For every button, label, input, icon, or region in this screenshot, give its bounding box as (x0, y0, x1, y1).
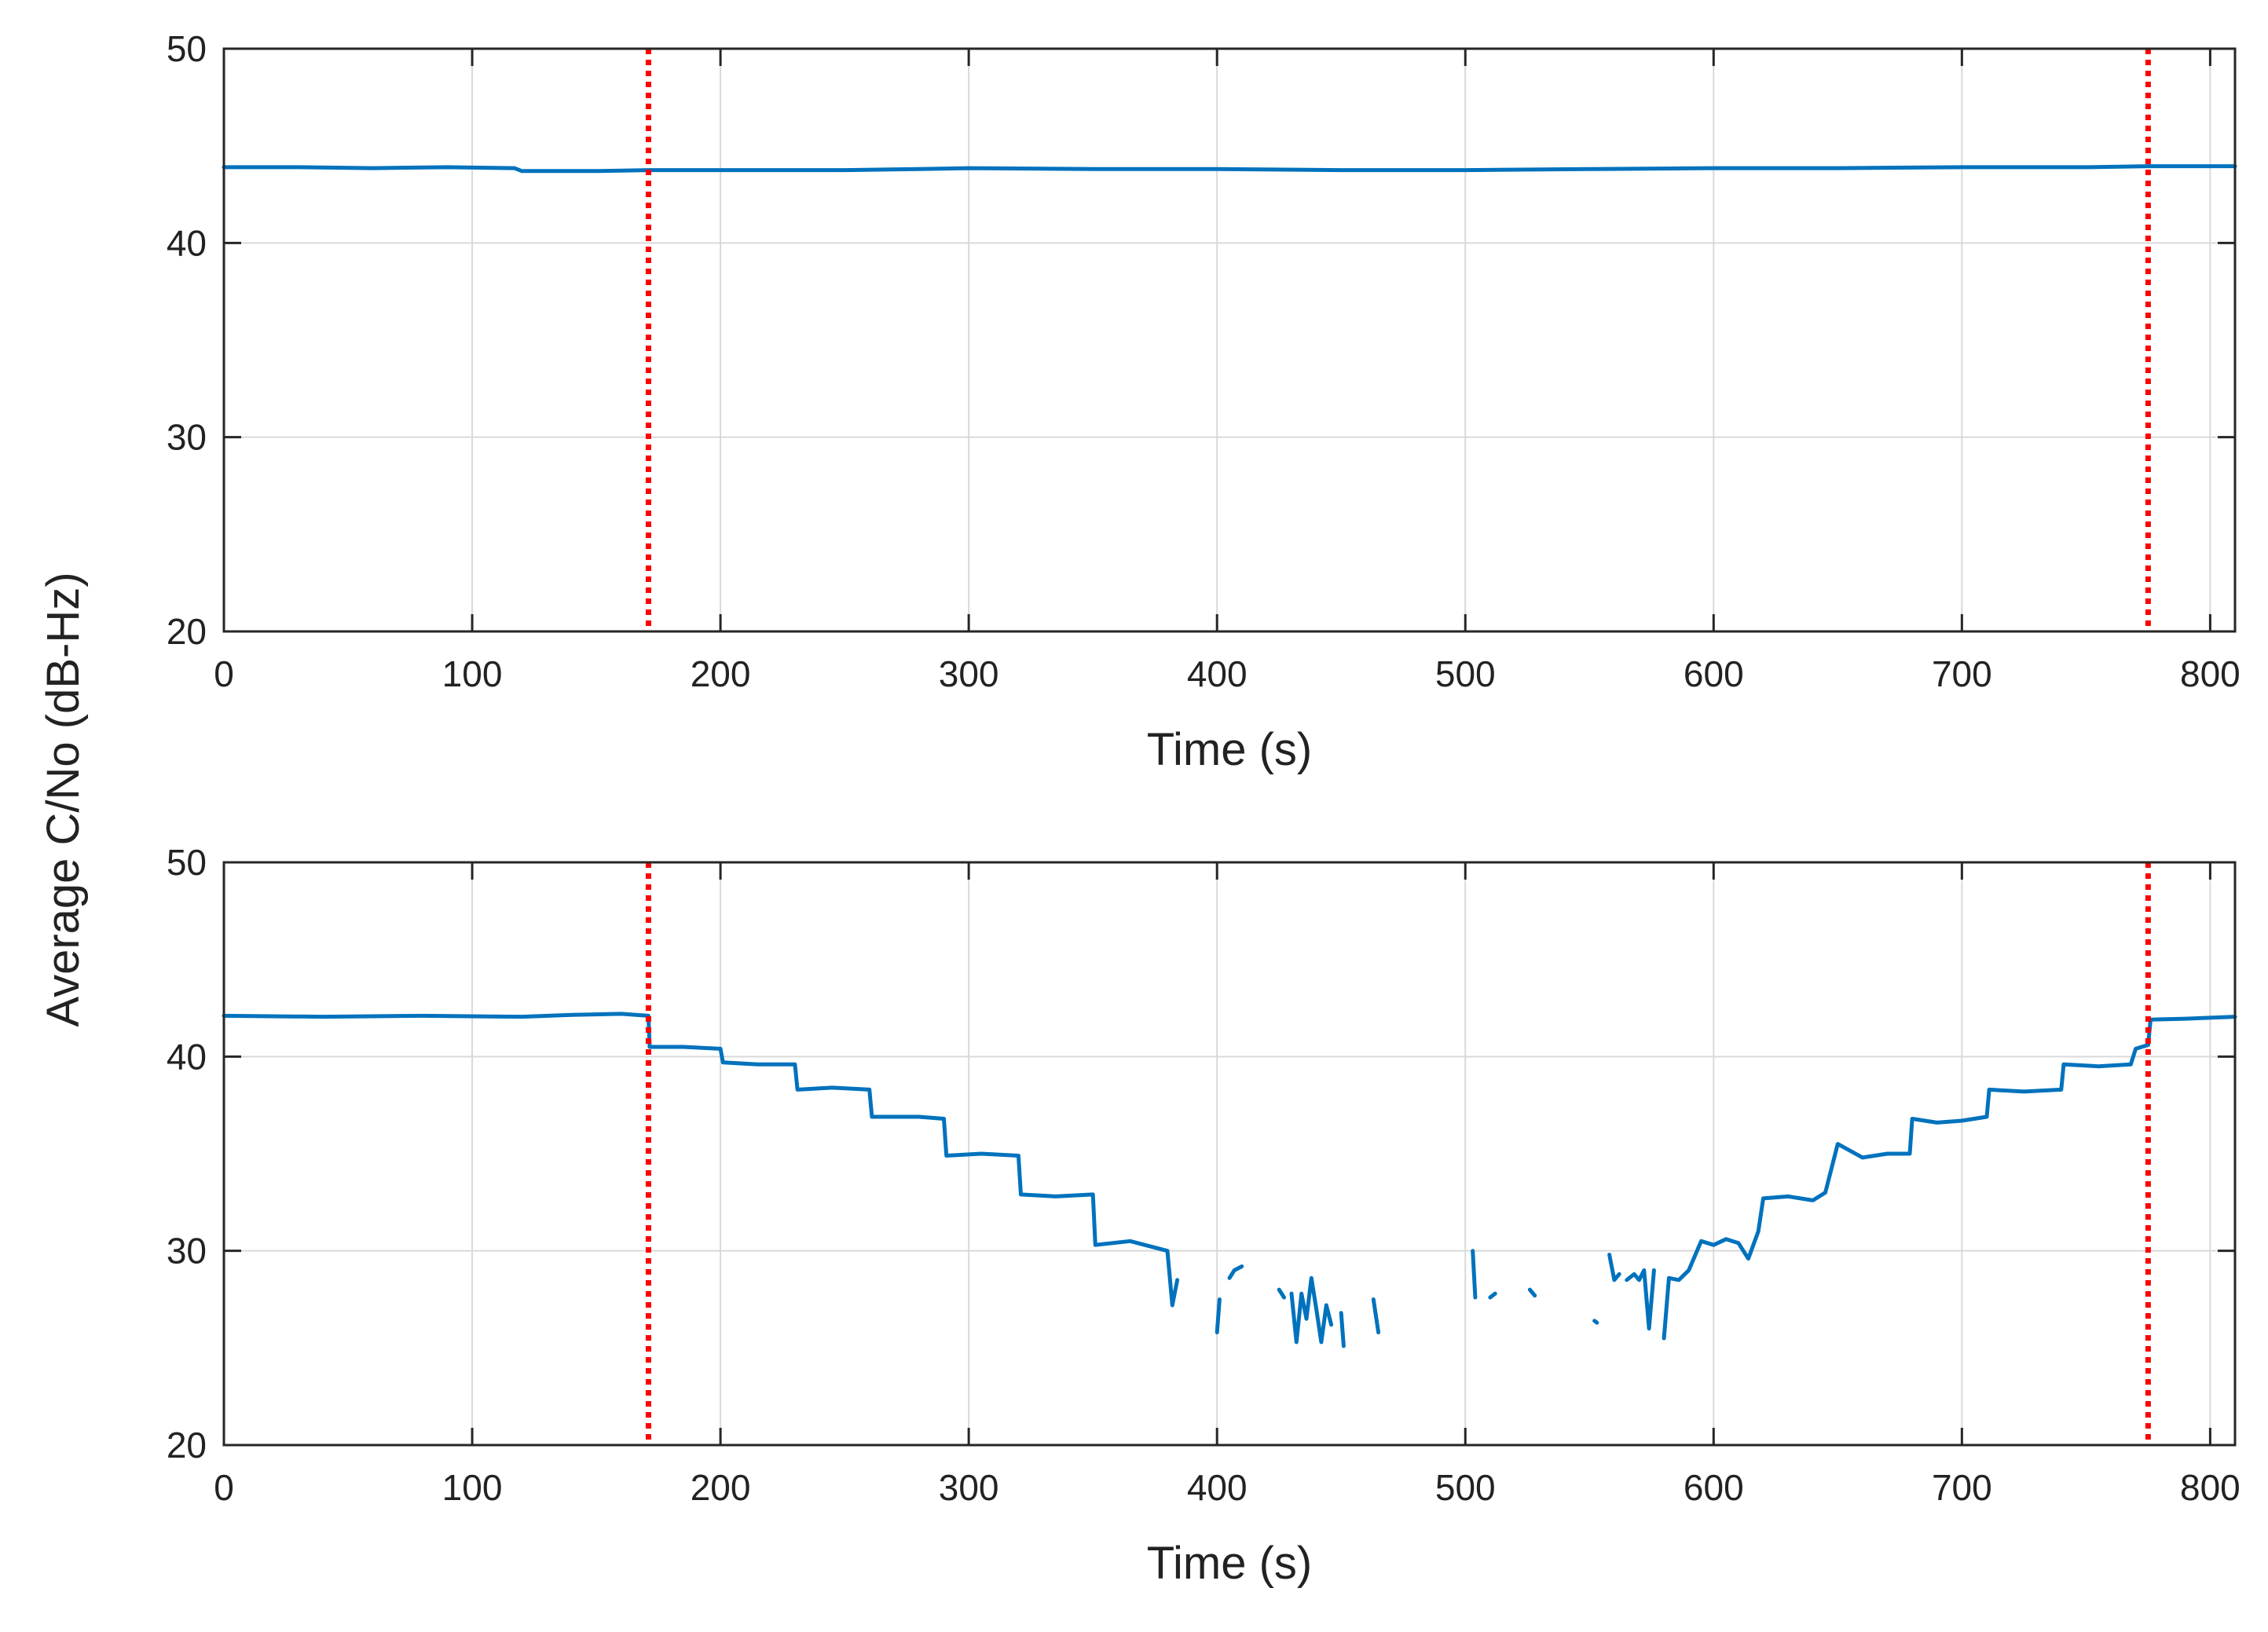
data-line-segment (1277, 1287, 1286, 1300)
x-tick-label: 0 (214, 653, 234, 694)
x-axis-label: Time (s) (1147, 724, 1312, 775)
x-tick-label: 200 (691, 1467, 751, 1508)
y-tick-label: 50 (167, 28, 207, 69)
bottom-panel: 0 100 200 300 400 500 600 700 800 20 30 40 50 Time (s… (167, 842, 2241, 1589)
x-tick-label: 100 (442, 1467, 503, 1508)
x-tick-label: 700 (1932, 653, 1992, 694)
x-tick-label: 500 (1435, 1467, 1496, 1508)
axes-box (222, 47, 2237, 633)
x-axis-label: Time (s) (1147, 1538, 1312, 1589)
x-tick-label: 800 (2180, 1467, 2241, 1508)
x-tick-label: 400 (1187, 1467, 1248, 1508)
data-line-segment (1488, 1291, 1497, 1300)
y-tick-label: 20 (167, 611, 207, 652)
x-tick-label: 600 (1684, 1467, 1744, 1508)
x-tick-label: 800 (2180, 653, 2241, 694)
data-line-segment (222, 1012, 1180, 1308)
x-tick-label: 500 (1435, 653, 1496, 694)
y-tick-label: 50 (167, 842, 207, 883)
x-tick-label: 600 (1684, 653, 1744, 694)
data-line-segment (1371, 1297, 1381, 1334)
y-tick-label: 20 (167, 1425, 207, 1466)
x-tick-label: 300 (939, 653, 999, 694)
x-tick-label: 400 (1187, 653, 1248, 694)
x-tick-label: 300 (939, 1467, 999, 1508)
data-line-segment (1527, 1287, 1537, 1298)
x-tick-label: 700 (1932, 1467, 1992, 1508)
data-line-segment (1215, 1297, 1222, 1334)
data-line-segment (1607, 1253, 1621, 1283)
data-line-segment (1471, 1249, 1478, 1300)
data-line-segment (1662, 1015, 2237, 1341)
data-line-segment (1592, 1319, 1599, 1325)
top-panel: 0 100 200 300 400 500 600 700 800 20 30 40 50 Time (s… (167, 28, 2241, 775)
data-line-segment (1289, 1275, 1334, 1345)
y-tick-label: 30 (167, 1231, 207, 1272)
axes-box (222, 861, 2237, 1447)
data-line-segment (1227, 1264, 1244, 1280)
y-tick-label: 30 (167, 417, 207, 458)
x-tick-label: 0 (214, 1467, 234, 1508)
y-tick-label: 40 (167, 222, 207, 263)
y-axis-label: Average C/No (dB-Hz) (38, 572, 89, 1026)
y-tick-label: 40 (167, 1036, 207, 1077)
data-line-segment (222, 164, 2237, 174)
data-line-segment (1339, 1311, 1346, 1348)
data-line-segment (1625, 1268, 1656, 1331)
x-tick-label: 100 (442, 653, 503, 694)
x-tick-label: 200 (691, 653, 751, 694)
